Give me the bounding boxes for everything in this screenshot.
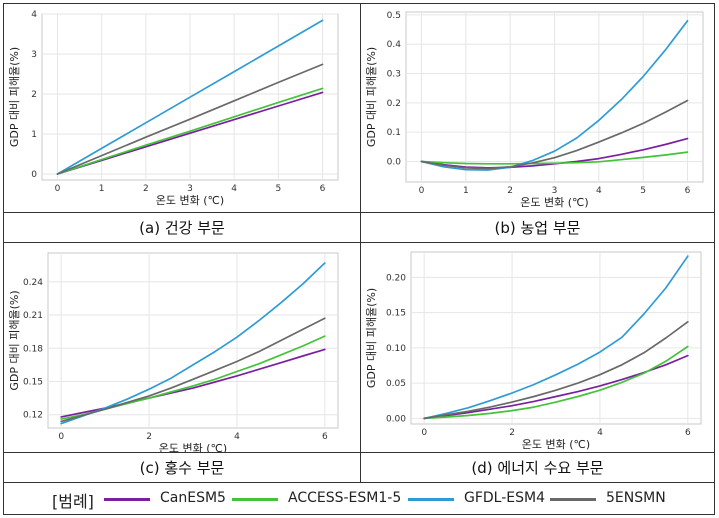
row-divider-1	[4, 242, 714, 243]
chart-panel-a: 0 1 2 3 4 0 1 2 3 4 5 6 온도 변화 (℃) GDP 대비 피해율(%)	[4, 4, 360, 212]
y-tick-label: 4	[31, 10, 37, 20]
y-tick-label: 0.1	[387, 128, 401, 138]
x-tick-label: 0	[421, 428, 427, 438]
y-tick-label: 0.10	[386, 344, 406, 354]
caption-c: (c) 홍수 부문	[139, 459, 225, 477]
x-tick-label: 3	[552, 186, 558, 196]
y-tick-label: 0.5	[387, 11, 401, 21]
y-tick-label: 0.18	[23, 344, 43, 354]
x-axis-label: 온도 변화 (℃)	[159, 442, 227, 452]
row-divider-2	[4, 482, 714, 483]
chart-panel-b: 0.0 0.1 0.2 0.3 0.4 0.5 0 1 2 3 4 5 6 온도 변화 (℃) GDP 대비…	[361, 4, 714, 212]
y-axis-label: GDP 대비 피해율(%)	[7, 290, 21, 390]
y-axis-label: GDP 대비 피해율(%)	[7, 47, 21, 147]
x-tick-label: 2	[146, 432, 152, 442]
series-line-access-esm1-5	[423, 345, 689, 420]
y-tick-label: 3	[31, 50, 37, 60]
x-tick-label: 4	[597, 428, 603, 438]
column-divider	[360, 4, 361, 482]
series-line-access-esm1-5	[56, 87, 324, 175]
x-tick-label: 5	[640, 186, 646, 196]
chart-d-svg: 0.00 0.05 0.10 0.15 0.20 0 2 4 6 온도 변화 (℃) GDP 대비 …	[364, 251, 702, 451]
x-tick-label: 6	[685, 428, 691, 438]
x-axis-label: 온도 변화 (℃)	[522, 438, 590, 451]
x-tick-label: 0	[55, 184, 61, 194]
y-tick-label: 0.3	[387, 70, 401, 80]
y-tick-label: 1	[31, 130, 37, 140]
x-tick-label: 6	[320, 184, 326, 194]
x-tick-label: 0	[58, 432, 64, 442]
series-line-gfdl-esm4	[420, 19, 689, 171]
caption-divider-top	[4, 212, 714, 213]
x-tick-label: 2	[509, 428, 515, 438]
x-tick-label: 6	[685, 186, 691, 196]
caption-a: (a) 건강 부문	[139, 219, 225, 237]
x-tick-label: 4	[596, 186, 602, 196]
figure-frame	[3, 3, 715, 515]
legend-label-canesm5: CanESM5	[160, 490, 226, 506]
caption-b: (b) 농업 부문	[494, 219, 581, 237]
y-tick-label: 0.05	[386, 379, 406, 389]
x-tick-label: 5	[275, 184, 281, 194]
x-tick-label: 2	[507, 186, 513, 196]
y-tick-label: 0	[31, 170, 37, 180]
legend-swatch-canesm5	[104, 498, 150, 501]
series-line-gfdl-esm4	[56, 19, 324, 175]
y-axis-label: GDP 대비 피해율(%)	[364, 288, 378, 388]
y-tick-label: 0.2	[387, 99, 401, 109]
y-tick-label: 0.15	[23, 377, 43, 387]
x-tick-label: 4	[231, 184, 237, 194]
series-line-5ensmn	[423, 320, 689, 420]
series-line-gfdl-esm4	[60, 262, 326, 425]
y-tick-label: 0.12	[23, 411, 43, 421]
legend-swatch-access-esm1-5	[232, 498, 278, 501]
y-tick-label: 0.20	[386, 273, 406, 283]
y-tick-label: 0.00	[386, 414, 406, 424]
chart-a-svg: 0 1 2 3 4 0 1 2 3 4 5 6 온도 변화 (℃) GDP 대비 피해율(%)	[7, 10, 339, 207]
chart-b-svg: 0.0 0.1 0.2 0.3 0.4 0.5 0 1 2 3 4 5 6 온도 변화 (℃) GDP 대비…	[364, 11, 704, 209]
legend-swatch-5ensmn	[550, 498, 596, 501]
x-tick-label: 1	[99, 184, 105, 194]
x-axis-label: 온도 변화 (℃)	[520, 196, 588, 209]
caption-divider-bottom	[4, 452, 714, 453]
x-tick-label: 6	[322, 432, 328, 442]
x-tick-label: 0	[419, 186, 425, 196]
y-tick-label: 0.15	[386, 309, 406, 319]
x-tick-label: 1	[463, 186, 469, 196]
chart-c-svg: 0.12 0.15 0.18 0.21 0.24 0 2 4 6 온도 변화 (℃) GDP 대비 …	[7, 252, 339, 452]
series-line-5ensmn	[420, 99, 689, 170]
legend-label-gfdl-esm4: GFDL-ESM4	[464, 490, 546, 506]
y-tick-label: 0.24	[23, 278, 43, 288]
legend-label-5ensmn: 5ENSMN	[606, 490, 666, 506]
x-tick-label: 4	[234, 432, 240, 442]
series-line-5ensmn	[56, 63, 324, 175]
legend-title: [범례]	[52, 492, 94, 511]
legend-swatch-gfdl-esm4	[408, 498, 454, 501]
y-tick-label: 0.4	[387, 40, 402, 50]
y-tick-label: 0.21	[23, 311, 43, 321]
y-axis-label: GDP 대비 피해율(%)	[364, 47, 378, 147]
x-tick-label: 3	[187, 184, 193, 194]
y-tick-label: 2	[31, 90, 37, 100]
series-line-gfdl-esm4	[423, 255, 689, 420]
legend: [범례] CanESM5 ACCESS-ESM1-5 GFDL-ESM4 5EN…	[4, 484, 714, 512]
series-line-access-esm1-5	[420, 151, 689, 165]
legend-label-access-esm1-5: ACCESS-ESM1-5	[288, 490, 402, 506]
chart-panel-c: 0.12 0.15 0.18 0.21 0.24 0 2 4 6 온도 변화 (℃) GDP 대비 …	[4, 243, 360, 452]
x-axis-label: 온도 변화 (℃)	[156, 194, 224, 207]
plot-area-c	[47, 252, 339, 429]
x-tick-label: 2	[143, 184, 149, 194]
chart-panel-d: 0.00 0.05 0.10 0.15 0.20 0 2 4 6 온도 변화 (℃) GDP 대비 …	[361, 243, 714, 452]
y-tick-label: 0.0	[387, 157, 402, 167]
caption-d: (d) 에너지 수요 부문	[471, 459, 604, 477]
series-line-5ensmn	[60, 317, 326, 423]
plot-area-d	[410, 251, 702, 425]
